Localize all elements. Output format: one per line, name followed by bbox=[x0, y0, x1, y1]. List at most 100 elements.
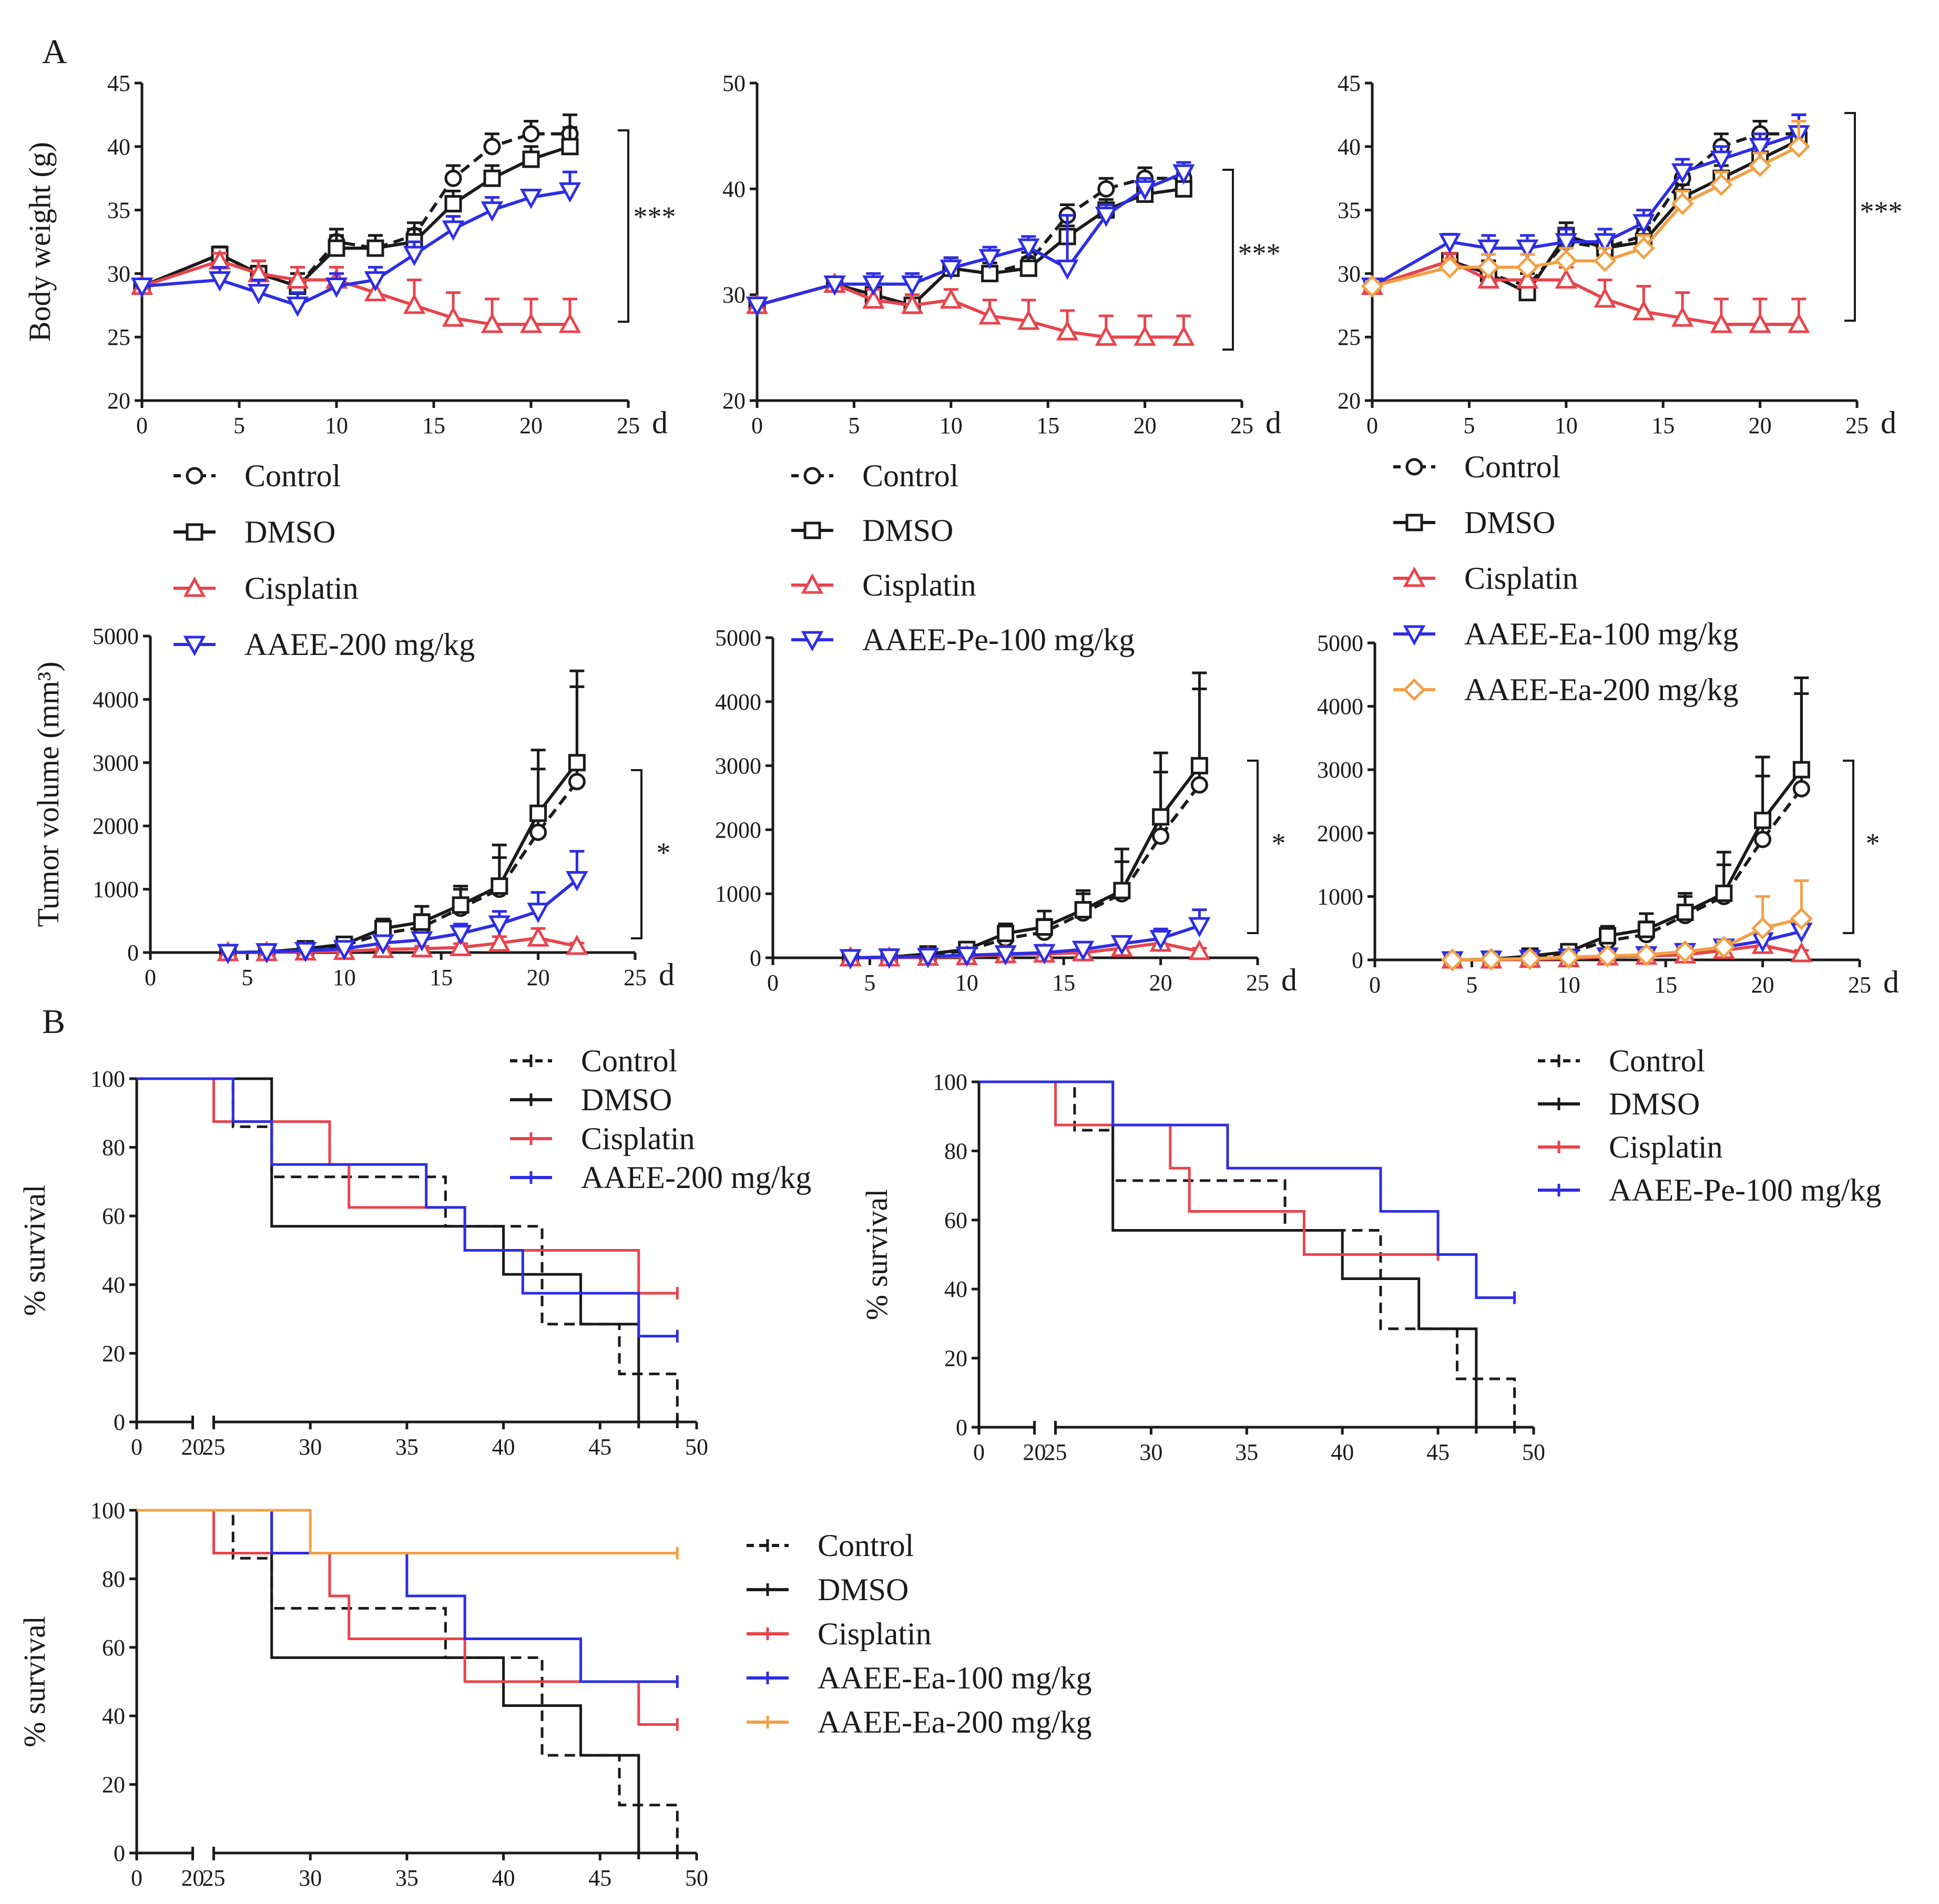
data-point bbox=[217, 944, 239, 965]
data-point bbox=[955, 946, 978, 967]
legend-label: Control bbox=[581, 1043, 677, 1078]
y-tick-label: 4000 bbox=[1317, 694, 1363, 720]
y-axis-label: Body weight (g) bbox=[23, 142, 57, 342]
x-tick-label: 15 bbox=[422, 413, 445, 438]
survival-dmso bbox=[137, 1509, 640, 1859]
series-aaee-200-mg-kg bbox=[130, 170, 581, 317]
chart-tv3: 0 5 10 15 20 25 0 1000 2000 3000 4000 5000 d * bbox=[1317, 630, 1899, 999]
x-tick-label: 25 bbox=[1848, 972, 1871, 998]
data-point bbox=[558, 312, 581, 333]
data-point bbox=[1712, 936, 1736, 959]
y-tick-label: 100 bbox=[90, 1066, 125, 1092]
significance-label: *** bbox=[1238, 238, 1281, 269]
x-tick-label: 20 bbox=[1751, 972, 1774, 998]
data-point bbox=[328, 239, 345, 257]
data-point bbox=[1632, 300, 1655, 321]
x-tick-label: 35 bbox=[1235, 1439, 1258, 1465]
significance-bracket bbox=[1844, 112, 1856, 322]
legend-label: AAEE-200 mg/kg bbox=[244, 627, 475, 662]
y-tick-label: 5000 bbox=[93, 623, 139, 649]
data-point bbox=[823, 275, 846, 296]
data-point bbox=[1188, 917, 1211, 938]
data-point bbox=[529, 804, 547, 822]
legend-label: DMSO bbox=[862, 513, 953, 548]
y-tick-label: 40 bbox=[102, 1272, 125, 1298]
data-point bbox=[1787, 135, 1810, 158]
y-tick-label: 100 bbox=[933, 1069, 967, 1095]
x-tick-label: 15 bbox=[1651, 413, 1675, 438]
data-point bbox=[364, 281, 387, 302]
y-tick-label: 5000 bbox=[715, 625, 761, 651]
data-point bbox=[449, 936, 472, 956]
survival-dmso bbox=[137, 1077, 640, 1428]
legend-bw3: Control DMSO Cisplatin AAEE-Ea-100 mg/kg AAE… bbox=[1393, 449, 1739, 707]
data-point bbox=[1671, 163, 1694, 184]
series-cisplatin bbox=[746, 272, 1195, 346]
data-point bbox=[1033, 944, 1056, 965]
x-tick-label: 25 bbox=[202, 1865, 226, 1891]
data-point bbox=[1715, 884, 1733, 902]
legend-sv1: Control DMSO Cisplatin AAEE-200 mg/kg bbox=[510, 1043, 811, 1195]
data-point bbox=[364, 271, 387, 292]
x-axis-label: d bbox=[1881, 405, 1896, 440]
data-point bbox=[940, 259, 963, 280]
x-tick-label: 15 bbox=[430, 965, 453, 990]
y-tick-label: 0 bbox=[127, 940, 139, 966]
data-point bbox=[1113, 882, 1131, 899]
data-point bbox=[1477, 239, 1500, 260]
x-tick-label: 0 bbox=[145, 965, 156, 990]
y-tick-label: 30 bbox=[107, 261, 130, 286]
data-point bbox=[1479, 948, 1503, 971]
data-point bbox=[1516, 255, 1539, 279]
legend-label: Control bbox=[244, 458, 341, 493]
x-tick-label: 25 bbox=[1044, 1439, 1067, 1465]
series-aaee-ea-200-mg-kg bbox=[1441, 879, 1813, 971]
series-dmso bbox=[748, 171, 1192, 314]
x-tick-label: 10 bbox=[1557, 972, 1580, 998]
data-point bbox=[1790, 907, 1813, 930]
data-point bbox=[403, 245, 426, 267]
series-line bbox=[850, 764, 1201, 959]
y-tick-label: 50 bbox=[722, 70, 746, 96]
x-tick-label: 0 bbox=[1366, 413, 1378, 438]
legend-label: DMSO bbox=[244, 515, 335, 549]
data-point bbox=[483, 169, 501, 187]
data-point bbox=[1172, 325, 1195, 346]
data-point bbox=[1594, 233, 1616, 254]
data-point bbox=[1792, 780, 1810, 797]
x-tick-label: 20 bbox=[1749, 413, 1772, 438]
survival-curve bbox=[979, 1080, 1516, 1427]
legend-label: Control bbox=[1609, 1043, 1705, 1078]
y-tick-label: 30 bbox=[722, 282, 746, 308]
data-point bbox=[839, 949, 862, 970]
x-tick-label: 25 bbox=[1845, 413, 1869, 438]
significance-bracket bbox=[1222, 169, 1234, 351]
data-point bbox=[1555, 233, 1578, 254]
data-point bbox=[481, 201, 504, 222]
data-point bbox=[286, 268, 309, 289]
significance-label: * bbox=[1272, 827, 1286, 859]
y-tick-label: 4000 bbox=[715, 689, 761, 715]
y-tick-label: 100 bbox=[90, 1498, 125, 1523]
survival-aaee-pe-100-mg-kg bbox=[979, 1080, 1516, 1304]
x-tick-label: 10 bbox=[940, 413, 963, 438]
legend-label: Control bbox=[862, 458, 958, 493]
data-point bbox=[519, 188, 543, 209]
x-tick-label: 0 bbox=[1369, 972, 1381, 998]
x-axis-label: d bbox=[1883, 965, 1899, 999]
x-tick-label: 20 bbox=[1023, 1439, 1046, 1465]
data-point bbox=[1637, 920, 1655, 938]
data-point bbox=[1635, 943, 1658, 966]
y-tick-label: 3000 bbox=[1317, 757, 1363, 783]
data-point bbox=[1035, 918, 1053, 936]
survival-aaee-ea-200-mg-kg bbox=[137, 1509, 679, 1560]
series-aaee-ea-200-mg-kg bbox=[1361, 119, 1810, 298]
y-tick-label: 40 bbox=[944, 1276, 967, 1302]
data-point bbox=[1017, 309, 1040, 330]
series-aaee-pe-100-mg-kg bbox=[746, 161, 1195, 317]
series-line bbox=[1371, 132, 1800, 288]
y-axis-label: % survival bbox=[17, 1616, 52, 1747]
legend-label: DMSO bbox=[581, 1082, 672, 1117]
y-axis-label: % survival bbox=[860, 1189, 894, 1320]
